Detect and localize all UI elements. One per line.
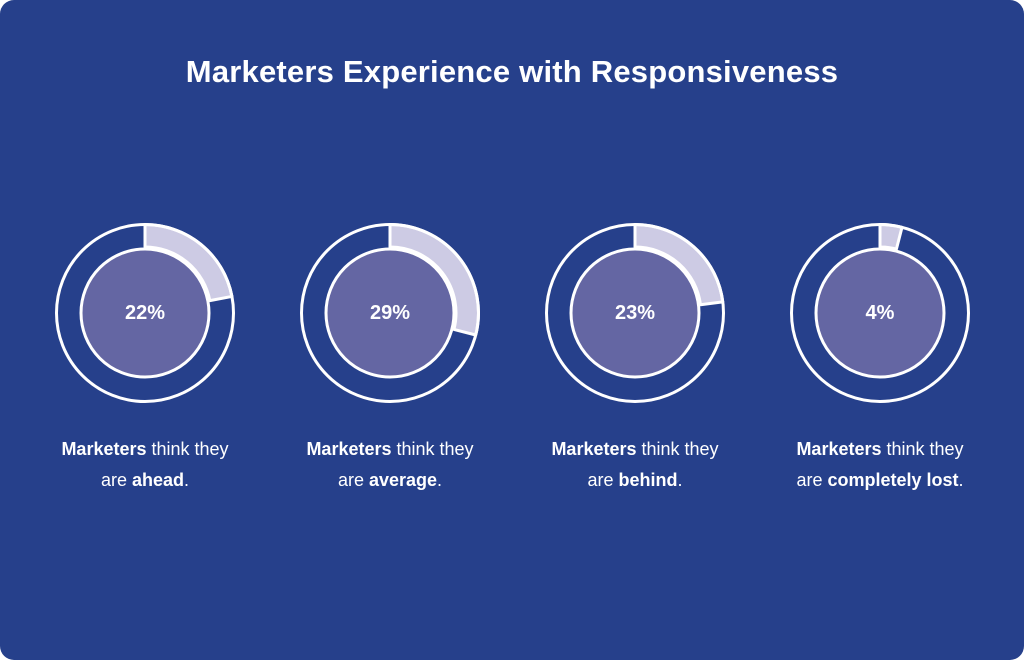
donut-value-label: 23% xyxy=(614,302,656,324)
caption-status: behind xyxy=(618,470,678,490)
caption-verb: think they xyxy=(886,439,964,459)
donut-inner-disc xyxy=(814,247,946,379)
donut-outer-ring xyxy=(790,223,970,403)
caption-verb: think they xyxy=(396,439,474,459)
caption-prefix: are xyxy=(587,470,614,490)
donut-inner-disc xyxy=(79,247,211,379)
donut-outer-ring xyxy=(300,223,480,403)
donut-chart-behind: 23% xyxy=(544,222,726,404)
donut-inner-disc xyxy=(324,247,456,379)
caption-suffix: . xyxy=(958,470,964,490)
caption-prefix: are xyxy=(337,470,364,490)
donut-ring-ahead xyxy=(55,223,235,403)
donut-value-label: 29% xyxy=(369,302,411,324)
caption-verb: think they xyxy=(151,439,229,459)
caption-prefix: are xyxy=(100,470,127,490)
caption-status: ahead xyxy=(131,470,185,490)
caption-subject: Marketers xyxy=(61,439,147,459)
caption-suffix: . xyxy=(677,470,683,490)
donut-value-label: 4% xyxy=(865,302,895,324)
donut-ring-completely-lost xyxy=(790,223,970,403)
donut-inner-disc xyxy=(569,247,701,379)
caption-subject: Marketers xyxy=(796,439,882,459)
caption-suffix: . xyxy=(184,470,190,490)
caption-ahead: Marketers think they are ahead. xyxy=(25,434,265,496)
caption-suffix: . xyxy=(437,470,443,490)
caption-status: completely lost xyxy=(827,470,959,490)
caption-completely-lost: Marketers think they are completely lost… xyxy=(760,434,1000,496)
donut-ring-average xyxy=(300,223,480,403)
donut-outer-ring xyxy=(55,223,235,403)
chart-title: Marketers Experience with Responsiveness xyxy=(185,54,839,89)
caption-subject: Marketers xyxy=(306,439,392,459)
caption-verb: think they xyxy=(641,439,719,459)
caption-subject: Marketers xyxy=(551,439,637,459)
caption-status: average xyxy=(368,470,438,490)
donut-chart-ahead: 22% xyxy=(54,222,236,404)
donut-chart-average: 29% xyxy=(299,222,481,404)
donut-outer-ring xyxy=(545,223,725,403)
donut-ring-behind xyxy=(545,223,725,403)
donut-chart-completely-lost: 4% xyxy=(789,222,971,404)
caption-average: Marketers think they are average. xyxy=(270,434,510,496)
donut-value-label: 22% xyxy=(124,302,166,324)
caption-prefix: are xyxy=(796,470,823,490)
caption-behind: Marketers think they are behind. xyxy=(515,434,755,496)
